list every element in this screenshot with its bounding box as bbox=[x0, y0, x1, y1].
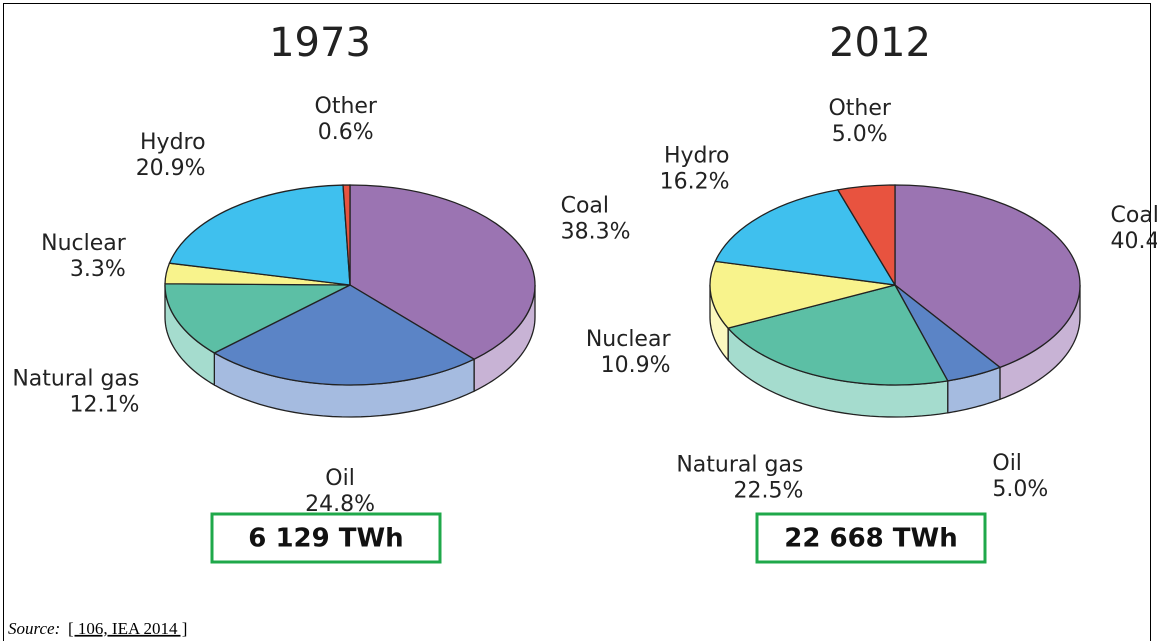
slice-label: Nuclear bbox=[586, 327, 672, 352]
slice-label: Hydro bbox=[664, 144, 730, 169]
slice bbox=[709, 260, 896, 329]
slice bbox=[212, 284, 476, 386]
slice bbox=[836, 184, 896, 288]
source-label: Source: bbox=[8, 619, 60, 638]
chart-title: 2012 bbox=[829, 20, 931, 66]
slice-label: Nuclear bbox=[41, 231, 127, 256]
slice-label: Oil bbox=[325, 466, 355, 491]
slice-label: Other bbox=[315, 94, 378, 119]
slice-label: Hydro bbox=[140, 130, 206, 155]
slice-label: Oil bbox=[992, 451, 1022, 476]
slice-value-label: 12.1% bbox=[69, 393, 139, 418]
slice bbox=[342, 184, 351, 286]
slice-value-label: 22.5% bbox=[734, 479, 804, 504]
slice-value-label: 16.2% bbox=[660, 170, 730, 195]
slice-value-label: 20.9% bbox=[136, 156, 206, 181]
slice bbox=[894, 184, 1081, 369]
source-reference[interactable]: [ 106, IEA 2014 ] bbox=[68, 619, 187, 638]
slice-value-label: 40.4% bbox=[1111, 229, 1157, 254]
slice bbox=[714, 189, 897, 286]
slice-value-label: 3.3% bbox=[70, 257, 126, 282]
slice-value-label: 10.9% bbox=[601, 353, 671, 378]
frame bbox=[3, 3, 1151, 641]
total-box bbox=[755, 512, 987, 564]
slice-label: Natural gas bbox=[676, 453, 803, 478]
slice bbox=[349, 184, 536, 360]
slice-value-label: 38.3% bbox=[561, 219, 631, 244]
slice-value-label: 5.0% bbox=[832, 122, 888, 147]
slice bbox=[726, 284, 949, 386]
slice-value-label: 5.0% bbox=[992, 477, 1048, 502]
slice-label: Natural gas bbox=[12, 367, 139, 392]
slice bbox=[168, 184, 351, 286]
slice bbox=[164, 283, 351, 354]
chart-title: 1973 bbox=[269, 20, 371, 66]
slice-value-label: 0.6% bbox=[318, 120, 374, 145]
slice-label: Other bbox=[828, 96, 891, 121]
slice-label: Coal bbox=[1111, 203, 1157, 228]
total-box bbox=[210, 512, 442, 564]
total-label: 6 129 TWh bbox=[248, 524, 403, 554]
slice-label: Coal bbox=[561, 193, 609, 218]
total-label: 22 668 TWh bbox=[784, 524, 957, 554]
